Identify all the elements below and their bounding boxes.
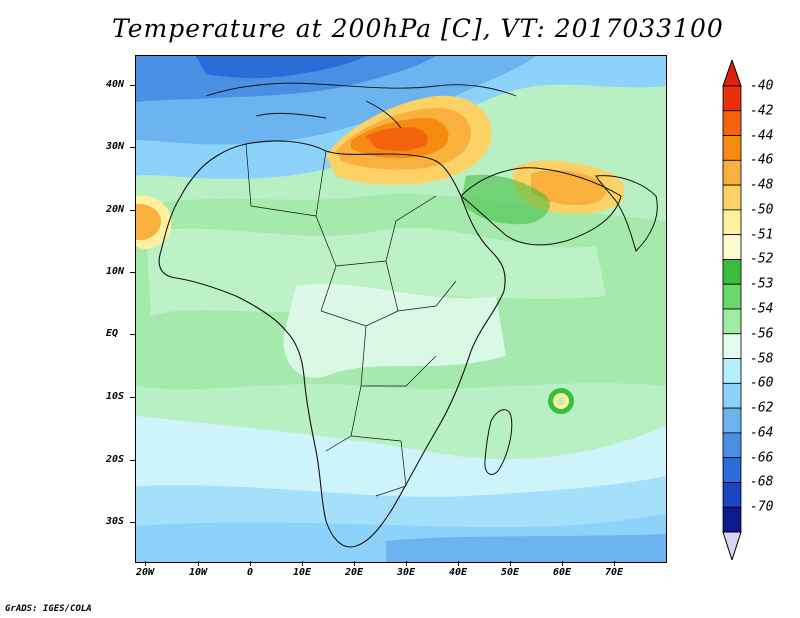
longitude-label: 10W bbox=[188, 567, 208, 578]
colorbar-label: -62 bbox=[750, 400, 774, 416]
colorbar-label: -46 bbox=[750, 152, 774, 168]
colorbar-swatch bbox=[722, 432, 742, 459]
colorbar-label: -68 bbox=[750, 474, 774, 490]
latitude-tick bbox=[130, 334, 135, 335]
latitude-tick bbox=[130, 85, 135, 86]
longitude-tick bbox=[562, 561, 563, 566]
longitude-tick bbox=[510, 561, 511, 566]
colorbar-over-triangle bbox=[722, 60, 742, 87]
longitude-label: 20E bbox=[344, 567, 364, 578]
colorbar-swatch bbox=[722, 209, 742, 236]
colorbar-swatch bbox=[722, 259, 742, 285]
latitude-tick bbox=[130, 147, 135, 148]
map-plot-area bbox=[135, 55, 667, 563]
colorbar-swatch bbox=[722, 308, 742, 335]
colorbar-label: -44 bbox=[750, 128, 774, 144]
longitude-tick bbox=[198, 561, 199, 566]
latitude-label: 10N bbox=[106, 266, 125, 277]
colorbar-label: -42 bbox=[750, 103, 774, 119]
longitude-label: 50E bbox=[500, 567, 520, 578]
colorbar-swatch bbox=[722, 110, 742, 136]
latitude-label: EQ bbox=[106, 328, 119, 339]
longitude-label: 60E bbox=[552, 567, 572, 578]
colorbar-swatch bbox=[722, 506, 742, 533]
temperature-field-map bbox=[136, 56, 666, 562]
colorbar-swatch bbox=[722, 407, 742, 434]
colorbar-swatch bbox=[722, 457, 742, 483]
colorbar-label: -66 bbox=[750, 450, 774, 466]
latitude-tick bbox=[130, 397, 135, 398]
colorbar-label: -48 bbox=[750, 177, 774, 193]
colorbar-label: -56 bbox=[750, 326, 774, 342]
latitude-tick bbox=[130, 522, 135, 523]
latitude-label: 20S bbox=[106, 454, 125, 465]
longitude-label: 10E bbox=[292, 567, 312, 578]
colorbar-swatch bbox=[722, 358, 742, 384]
longitude-tick bbox=[614, 561, 615, 566]
latitude-label: 30N bbox=[106, 141, 125, 152]
latitude-tick bbox=[130, 460, 135, 461]
latitude-tick bbox=[130, 272, 135, 273]
longitude-label: 30E bbox=[396, 567, 416, 578]
longitude-tick bbox=[406, 561, 407, 566]
colorbar-swatch bbox=[722, 482, 742, 508]
colorbar-swatch bbox=[722, 85, 742, 112]
colorbar-under-triangle bbox=[722, 531, 742, 560]
colorbar-label: -58 bbox=[750, 351, 774, 367]
colorbar-swatch bbox=[722, 159, 742, 186]
latitude-tick bbox=[130, 210, 135, 211]
colorbar-label: -52 bbox=[750, 251, 774, 267]
colorbar-swatch bbox=[722, 234, 742, 260]
colorbar-swatch bbox=[722, 283, 742, 310]
colorbar-label: -51 bbox=[750, 227, 774, 243]
colorbar-swatch bbox=[722, 382, 742, 409]
colorbar-label: -40 bbox=[750, 78, 774, 94]
longitude-label: 70E bbox=[604, 567, 624, 578]
colorbar-label: -53 bbox=[750, 276, 774, 292]
longitude-tick bbox=[145, 561, 146, 566]
longitude-label: 20W bbox=[135, 567, 155, 578]
colorbar-label: -64 bbox=[750, 425, 774, 441]
colorbar-swatch bbox=[722, 135, 742, 161]
latitude-label: 10S bbox=[106, 391, 125, 402]
colorbar-label: -60 bbox=[750, 375, 774, 391]
latitude-label: 30S bbox=[106, 516, 125, 527]
longitude-tick bbox=[458, 561, 459, 566]
longitude-label: 40E bbox=[448, 567, 468, 578]
colorbar-label: -50 bbox=[750, 202, 774, 218]
latitude-label: 40N bbox=[106, 79, 125, 90]
colorbar-label: -54 bbox=[750, 301, 774, 317]
map-title: Temperature at 200hPa [C], VT: 201703310… bbox=[112, 14, 724, 43]
longitude-tick bbox=[250, 561, 251, 566]
longitude-tick bbox=[354, 561, 355, 566]
colorbar-label: -70 bbox=[750, 499, 774, 515]
colorbar-swatch bbox=[722, 184, 742, 211]
colorbar-swatch bbox=[722, 333, 742, 359]
longitude-tick bbox=[302, 561, 303, 566]
longitude-label: 0 bbox=[246, 567, 254, 578]
grads-credit: GrADS: IGES/COLA bbox=[5, 604, 92, 614]
latitude-label: 20N bbox=[106, 204, 125, 215]
colorbar bbox=[722, 60, 742, 560]
